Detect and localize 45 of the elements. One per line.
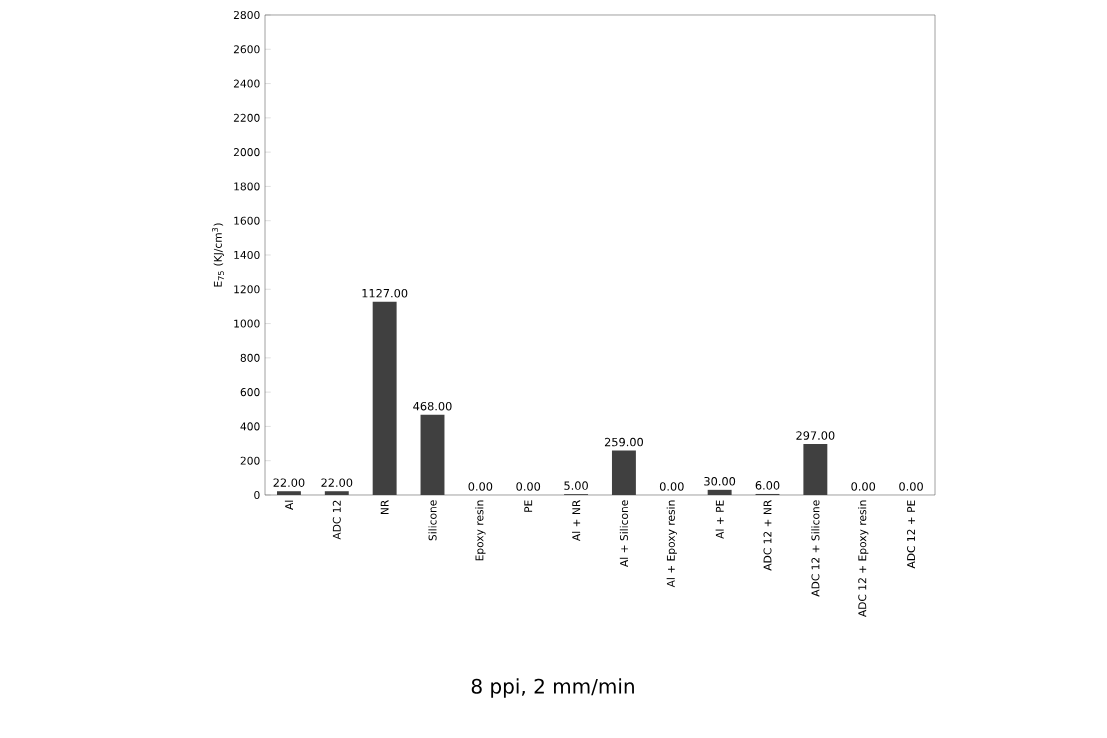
data-label: 1127.00 [362, 288, 408, 298]
x-tick-label: Al + Epoxy resin [666, 500, 677, 588]
y-tick-label: 1600 [234, 216, 260, 225]
data-label: 6.00 [755, 481, 780, 490]
y-tick-label: 2600 [233, 45, 260, 54]
data-label: 0.00 [468, 482, 493, 491]
x-tick-label: Al + NR [572, 500, 581, 541]
data-label: 5.00 [564, 481, 588, 490]
y-tick-label: 2400 [233, 79, 260, 88]
data-label: 22.00 [273, 478, 305, 487]
y-tick-label: 2200 [233, 113, 260, 122]
y-tick-label: 2000 [233, 148, 260, 157]
data-label: 0.00 [851, 482, 876, 491]
y-tick-label: 1400 [234, 250, 260, 260]
x-tick-label: ADC 12 + Silicone [811, 500, 820, 597]
x-tick-label: Al + PE [715, 500, 724, 539]
y-axis-title: E$_{75}$ (KJ/cm$^{3}$) [212, 223, 224, 287]
x-tick-label: ADC 12 [332, 500, 341, 540]
data-label: 0.00 [899, 482, 923, 491]
data-label: 0.00 [659, 482, 684, 491]
x-tick-label: Al + Silicone [619, 500, 629, 567]
y-tick-label: 2800 [233, 10, 260, 20]
data-label: 468.00 [413, 401, 452, 411]
y-tick-label: 1800 [234, 182, 260, 191]
y-tick-label: 200 [240, 456, 260, 465]
x-tick-label: ADC 12 + Epoxy resin [858, 500, 869, 617]
x-tick-label: Silicone [428, 500, 437, 541]
y-tick-label: 400 [240, 422, 260, 431]
data-label: 30.00 [704, 477, 736, 486]
data-label: 0.00 [516, 482, 541, 491]
x-tick-label: NR [380, 500, 389, 515]
y-tick-label: 1200 [234, 285, 260, 294]
data-label: 259.00 [604, 437, 643, 447]
x-tick-label: PE [524, 500, 533, 512]
text: 8 ppi, 2 mm/min [471, 678, 634, 698]
y-tick-label: 1000 [234, 319, 260, 328]
x-tick-label: Al [284, 500, 293, 510]
data-label: 22.00 [321, 478, 353, 487]
x-tick-label: ADC 12 + PE [907, 500, 916, 569]
x-tick-label: ADC 12 + NR [763, 500, 772, 571]
y-tick-label: 0 [254, 490, 260, 500]
x-tick-label: Epoxy resin [475, 500, 486, 561]
y-tick-label: 800 [240, 353, 260, 362]
y-tick-label: 600 [240, 388, 260, 397]
data-label: 297.00 [796, 431, 835, 440]
